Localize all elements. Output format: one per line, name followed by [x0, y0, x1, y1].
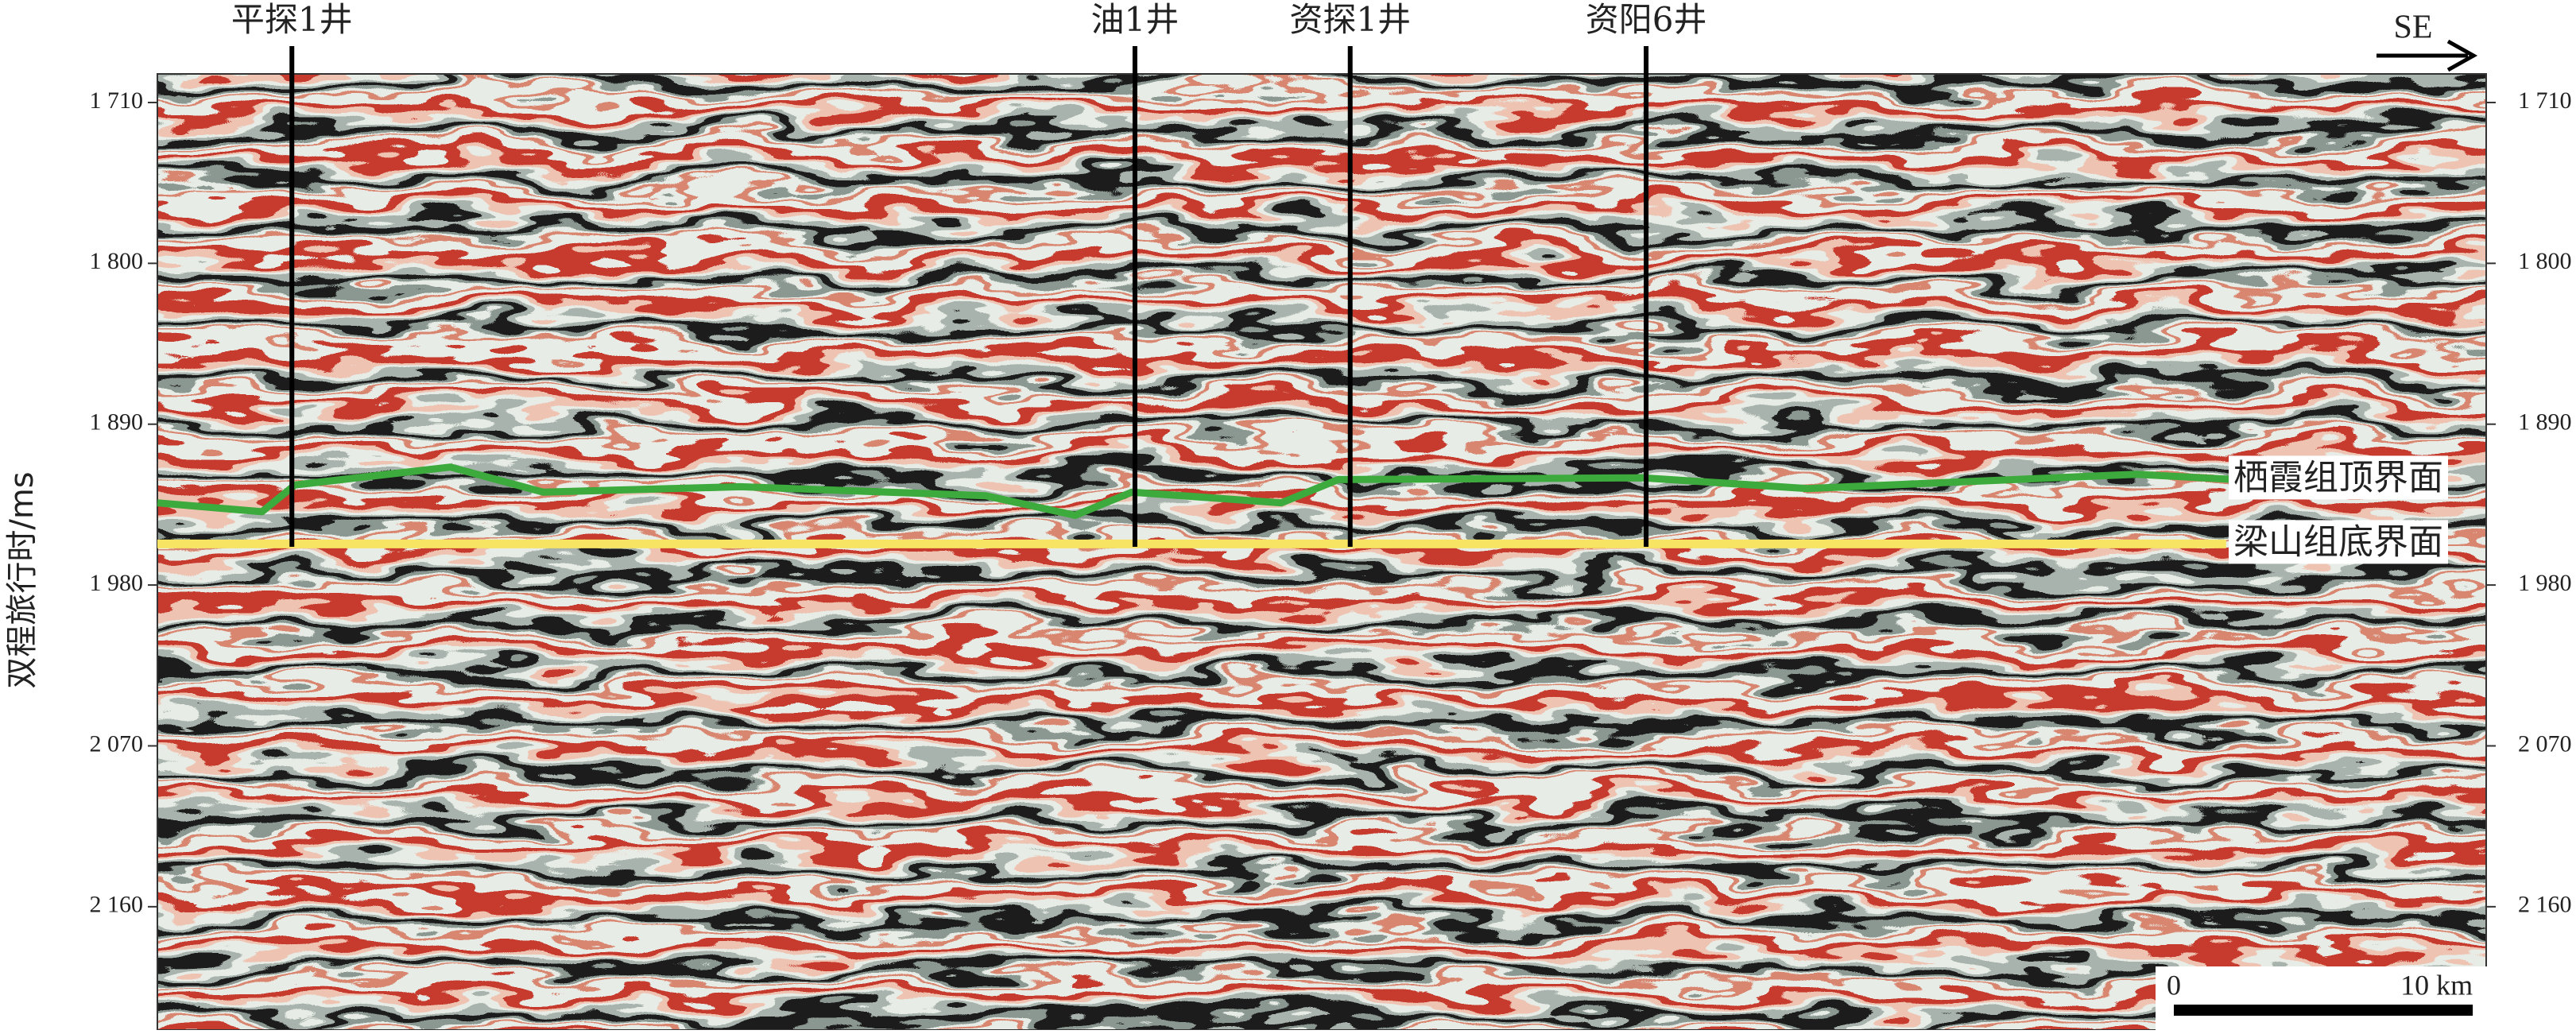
y-tick-label-right: 2 160: [2518, 892, 2572, 918]
well-name: 资探1井: [1289, 0, 1411, 39]
y-tick-label: 1 890: [90, 409, 144, 436]
horizon-label: 栖霞组顶界面: [2233, 457, 2443, 498]
y-tick-label-right: 1 980: [2518, 570, 2572, 596]
horizon-line: [157, 463, 2236, 519]
well-name: 平探1井: [231, 0, 353, 39]
y-axis-label: 双程旅行时/ms: [4, 471, 41, 688]
scale-bar-label: 10 km: [2400, 969, 2473, 1001]
y-tick-label: 2 070: [90, 730, 144, 757]
y-tick-label-right: 1 890: [2518, 409, 2572, 436]
horizon-label-bg: [2229, 455, 2448, 500]
seismic-background: [157, 74, 2486, 1030]
well-name: 资阳6井: [1586, 0, 1707, 39]
y-tick-label: 1 710: [90, 87, 144, 114]
horizon-label-bg: [2229, 520, 2448, 564]
scale-bar-label: 0: [2167, 969, 2181, 1001]
y-tick-label: 1 800: [90, 248, 144, 274]
y-tick-label-right: 1 710: [2518, 87, 2572, 114]
direction-label: SE: [2393, 10, 2432, 46]
direction-arrowhead: [2446, 39, 2478, 72]
marks: 1 710 1 710 1 800 1 800 1 890 1 890 1 980 1 980…: [90, 0, 2572, 1030]
y-tick-label-right: 2 070: [2518, 730, 2572, 757]
y-tick-label: 2 160: [90, 892, 144, 918]
scale-bar-box: [2156, 966, 2503, 1030]
seismic-texture: [157, 74, 2486, 1030]
y-tick-label-right: 1 800: [2518, 248, 2572, 274]
horizon-label: 梁山组底界面: [2233, 521, 2443, 562]
scale-bar: [2174, 1005, 2473, 1016]
well-name: 油1井: [1091, 0, 1180, 39]
y-tick-label: 1 980: [90, 570, 144, 596]
